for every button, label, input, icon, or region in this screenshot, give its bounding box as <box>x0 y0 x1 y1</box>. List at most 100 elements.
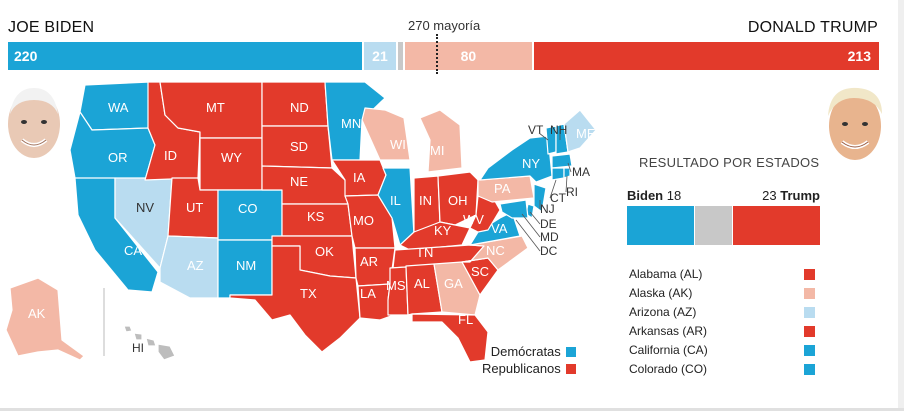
label-ia: IA <box>353 170 366 185</box>
label-mi: MI <box>430 143 444 158</box>
results-biden-label: Biden <box>627 188 664 203</box>
state-list-item[interactable]: California (CA) <box>629 341 815 360</box>
label-nh: NH <box>550 123 567 137</box>
label-az: AZ <box>187 258 204 273</box>
state-tx <box>229 245 361 353</box>
state-ma <box>551 153 573 169</box>
label-la: LA <box>360 286 376 301</box>
label-ar: AR <box>360 254 378 269</box>
state-list-item-name: Alabama (AL) <box>629 267 703 281</box>
state-nj <box>533 183 547 213</box>
state-list-item-swatch <box>804 364 815 375</box>
label-ga: GA <box>444 276 463 291</box>
state-list-item-name: California (CA) <box>629 343 708 357</box>
map-legend: Demócratas Republicanos <box>482 343 576 377</box>
state-fl <box>411 313 489 363</box>
state-list-item[interactable]: Arizona (AZ) <box>629 303 815 322</box>
label-id: ID <box>164 148 177 163</box>
state-wi <box>361 107 411 161</box>
frame-edge-right <box>898 0 904 411</box>
biden-name: JOE BIDEN <box>8 19 95 36</box>
state-al <box>405 263 443 316</box>
legend-rep: Republicanos <box>482 360 576 377</box>
majority-label: 270 mayoría <box>408 18 481 33</box>
state-bar-trump <box>732 206 820 245</box>
label-il: IL <box>390 193 401 208</box>
state-ga <box>433 261 481 316</box>
results-trump-count: 23 <box>762 188 777 203</box>
state-list-item-name: Alaska (AK) <box>629 286 693 300</box>
us-electoral-map: WA OR CA NV ID MT WY UT AZ CO NM ND SD N… <box>5 81 597 363</box>
state-results-bar <box>627 206 820 245</box>
label-ca: CA <box>124 243 142 258</box>
undecided-segment <box>398 42 403 70</box>
biden-solid-count: 220 <box>14 48 38 64</box>
state-mn <box>324 81 386 161</box>
legend-dem: Demócratas <box>482 343 576 360</box>
label-ma: MA <box>572 165 590 179</box>
majority-marker <box>436 34 438 74</box>
trump-lean-segment: 80 <box>404 42 533 70</box>
label-ut: UT <box>186 200 203 215</box>
legend-rep-swatch <box>565 363 576 374</box>
label-ny: NY <box>522 156 540 171</box>
state-list-item-swatch <box>804 269 815 280</box>
state-list-item-swatch <box>804 288 815 299</box>
label-ne: NE <box>290 174 308 189</box>
legend-dem-label: Demócratas <box>490 344 561 359</box>
trump-portrait <box>822 80 888 171</box>
label-hi: HI <box>132 341 144 355</box>
label-wy: WY <box>221 150 242 165</box>
label-dc: DC <box>540 244 558 258</box>
electoral-vote-bar: 220 21 80 213 <box>8 42 879 70</box>
label-ct: CT <box>550 191 567 205</box>
state-list[interactable]: Alabama (AL) Alaska (AK) Arizona (AZ) Arkan… <box>629 265 815 379</box>
label-nm: NM <box>236 258 256 273</box>
trump-solid-count: 213 <box>847 48 871 64</box>
label-wa: WA <box>108 100 129 115</box>
trump-lean-count: 80 <box>460 48 477 64</box>
state-ny <box>479 135 553 183</box>
state-list-item[interactable]: Alaska (AK) <box>629 284 815 303</box>
trump-name: DONALD TRUMP <box>747 19 878 36</box>
state-list-item[interactable]: Arkansas (AR) <box>629 322 815 341</box>
biden-lean-segment: 21 <box>364 42 397 70</box>
state-mi <box>419 109 463 173</box>
label-tn: TN <box>416 245 433 260</box>
state-ak <box>5 277 85 361</box>
label-nc: NC <box>486 243 505 258</box>
label-mn: MN <box>341 116 361 131</box>
label-nv: NV <box>136 200 154 215</box>
trump-solid-segment: 213 <box>534 42 879 70</box>
label-mo: MO <box>353 213 374 228</box>
label-ok: OK <box>315 244 334 259</box>
legend-dem-swatch <box>565 346 576 357</box>
state-ri <box>563 167 571 179</box>
label-al: AL <box>414 276 430 291</box>
state-va <box>469 211 521 246</box>
label-wv: WV <box>463 212 484 227</box>
state-nc <box>461 235 529 271</box>
state-ct <box>551 167 565 181</box>
state-bar-undecided <box>695 206 732 245</box>
results-biden-count: 18 <box>666 188 682 203</box>
label-ks: KS <box>307 209 325 224</box>
state-bar-biden <box>627 206 695 245</box>
label-co: CO <box>238 201 258 216</box>
state-list-item-name: Arkansas (AR) <box>629 324 708 338</box>
state-list-item[interactable]: Colorado (CO) <box>629 360 815 379</box>
label-nd: ND <box>290 100 309 115</box>
label-mt: MT <box>206 100 225 115</box>
state-list-item-name: Arizona (AZ) <box>629 305 697 319</box>
label-va: VA <box>491 221 508 236</box>
state-list-item-swatch <box>804 307 815 318</box>
label-sc: SC <box>471 264 489 279</box>
label-pa: PA <box>494 181 511 196</box>
label-nj: NJ <box>540 202 555 216</box>
results-title: RESULTADO POR ESTADOS <box>639 155 820 170</box>
state-list-item[interactable]: Alabama (AL) <box>629 265 815 284</box>
frame-edge-bottom <box>0 408 904 411</box>
state-me <box>563 109 597 153</box>
label-fl: FL <box>458 312 473 327</box>
legend-rep-label: Republicanos <box>482 361 561 376</box>
